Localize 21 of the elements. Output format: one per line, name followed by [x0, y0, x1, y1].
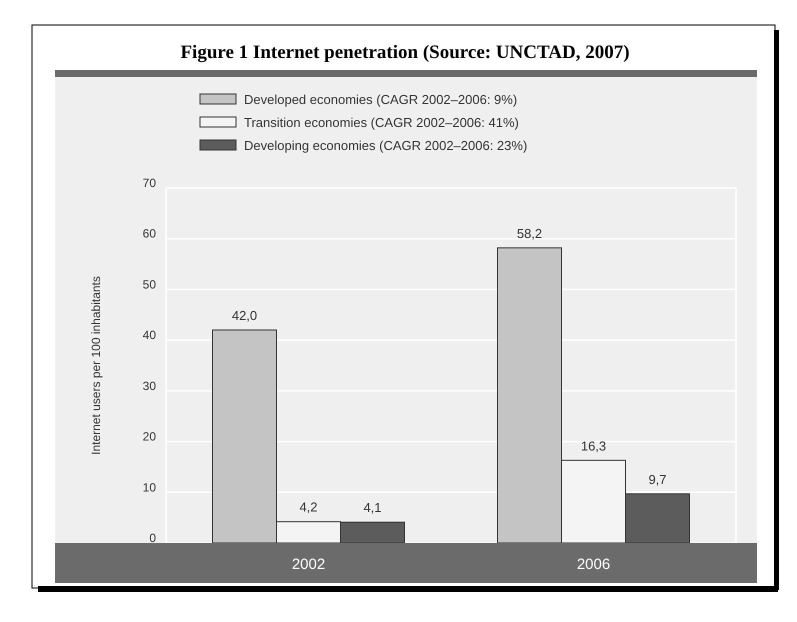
- y-axis-title: Internet users per 100 inhabitants: [89, 276, 103, 455]
- y-tick-label: 30: [142, 378, 156, 393]
- x-tick-label: 2002: [292, 556, 326, 573]
- y-tick-label: 10: [142, 480, 156, 494]
- legend-label: Transition economies (CAGR 2002–2006: 41%): [244, 115, 519, 130]
- y-tick-label: 50: [142, 277, 156, 292]
- y-tick-label: 70: [142, 176, 156, 190]
- chart-title: Figure 1 Internet penetration (Source: UNCTAD, 2007): [180, 42, 630, 63]
- data-label: 9,7: [648, 472, 667, 487]
- y-tick-label: 20: [142, 430, 156, 444]
- data-label: 4,2: [299, 500, 318, 515]
- x-tick-label: 2006: [576, 556, 610, 573]
- y-tick-label: 60: [142, 226, 156, 241]
- legend-label: Developed economies (CAGR 2002–2006: 9%): [244, 92, 518, 107]
- data-label: 4,1: [363, 500, 382, 516]
- data-label: 42,0: [232, 308, 258, 323]
- y-tick-label: 40: [142, 328, 156, 342]
- y-tick-label: 0: [149, 531, 156, 545]
- legend-label: Developing economies (CAGR 2002–2006: 23%): [244, 138, 528, 153]
- data-label: 16,3: [580, 438, 606, 454]
- data-label: 58,2: [516, 226, 542, 241]
